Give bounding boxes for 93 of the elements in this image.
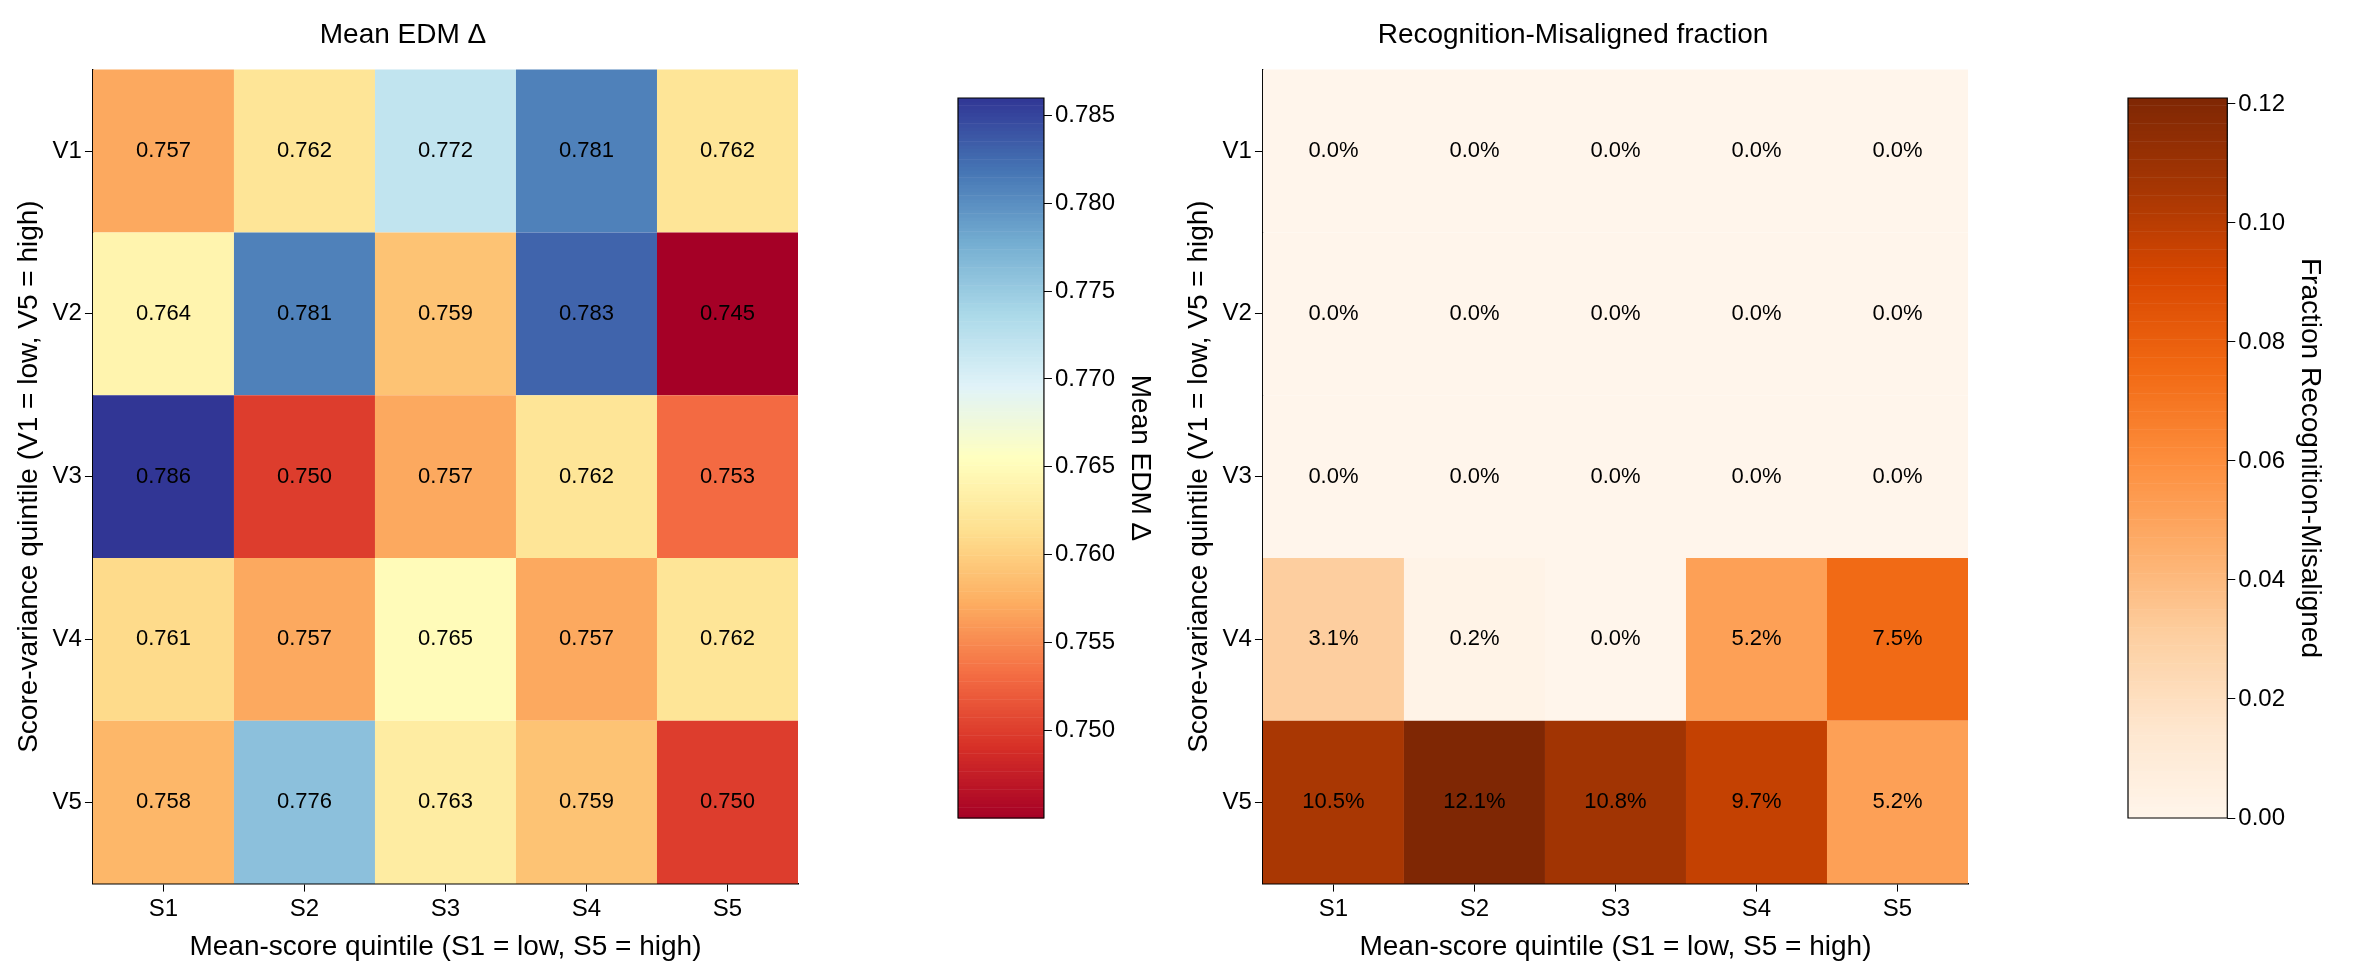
color-bar-label: 0.10 (2238, 207, 2286, 235)
y-tick-label: V3 (1222, 461, 1252, 489)
x-axis-title: Mean-score quintile (S1 = low, S5 = high) (189, 929, 702, 961)
color-bar-label: 0.04 (2238, 564, 2286, 592)
y-tick-label: V4 (1222, 624, 1252, 652)
data-label: 10.8% (1584, 788, 1647, 814)
data-label: 0.781 (558, 137, 615, 163)
data-label: 0.750 (276, 462, 332, 488)
y-tick-label: V3 (52, 461, 82, 489)
data-label: 3.1% (1308, 625, 1359, 651)
data-label: 0.757 (135, 137, 191, 163)
data-label: 0.0% (1731, 299, 1782, 325)
data-label: 0.0% (1872, 137, 1923, 163)
data-label: 0.765 (417, 625, 474, 651)
y-tick-label: V2 (1222, 298, 1252, 326)
data-label: 0.761 (135, 625, 191, 651)
data-label: 0.759 (417, 299, 474, 325)
data-label: 5.2% (1731, 625, 1782, 651)
data-label: 0.2% (1449, 625, 1500, 651)
data-label: 0.757 (417, 462, 474, 488)
x-axis-title: Mean-score quintile (S1 = low, S5 = high) (1359, 929, 1872, 961)
data-label: 5.2% (1872, 788, 1923, 814)
x-tick-label: S1 (1318, 893, 1349, 921)
data-label: 0.0% (1590, 625, 1641, 651)
data-label: 0.0% (1731, 462, 1782, 488)
color-bar-label: 0.755 (1054, 627, 1115, 655)
color-bar-title: Fraction Recognition-Misaligned (2296, 258, 2328, 658)
y-tick-label: V4 (52, 624, 82, 652)
data-label: 0.0% (1449, 462, 1500, 488)
data-label: 0.0% (1872, 299, 1923, 325)
data-label: 0.758 (135, 788, 191, 814)
color-bar-label: 0.775 (1054, 275, 1115, 303)
data-label: 0.0% (1590, 462, 1641, 488)
color-bar-label: 0.760 (1054, 539, 1115, 567)
x-tick-label: S3 (430, 893, 461, 921)
x-tick-label: S5 (712, 893, 743, 921)
data-label: 0.0% (1449, 299, 1500, 325)
data-label: 0.757 (558, 625, 615, 651)
y-axis-title: Score-variance quintile (V1 = low, V5 = high) (11, 200, 43, 753)
data-label: 7.5% (1872, 625, 1923, 651)
color-bar-label: 0.750 (1054, 714, 1115, 742)
chart-title: Recognition-Misaligned fraction (1377, 17, 1769, 49)
data-label: 0.772 (417, 137, 474, 163)
color-bar-label: 0.785 (1054, 100, 1115, 128)
y-tick-label: V5 (1222, 786, 1252, 814)
x-tick-label: S3 (1600, 893, 1631, 921)
data-label: 10.5% (1302, 788, 1365, 814)
color-bar-label: 0.780 (1054, 187, 1115, 215)
data-label: 0.781 (276, 299, 332, 325)
data-label: 0.762 (276, 137, 332, 163)
data-label: 0.757 (276, 625, 332, 651)
color-bar-label: 0.765 (1054, 451, 1115, 479)
color-bar-label: 0.00 (2238, 802, 2286, 830)
color-bar-label: 0.02 (2238, 683, 2286, 711)
color-bar-label: 0.06 (2238, 445, 2286, 473)
data-label: 0.763 (417, 788, 474, 814)
color-bar-label: 0.770 (1054, 363, 1115, 391)
data-label: 0.0% (1308, 462, 1359, 488)
data-label: 0.762 (699, 625, 756, 651)
data-label: 0.759 (558, 788, 615, 814)
y-tick-label: V5 (52, 786, 82, 814)
data-label: 0.753 (699, 462, 756, 488)
x-tick-label: S2 (289, 893, 320, 921)
data-label: 9.7% (1731, 788, 1782, 814)
x-tick-label: S2 (1459, 893, 1490, 921)
color-bar-label: 0.12 (2238, 88, 2286, 116)
color-bar-label: 0.08 (2238, 326, 2286, 354)
data-label: 0.762 (699, 137, 756, 163)
data-label: 0.0% (1308, 299, 1359, 325)
data-label: 0.750 (699, 788, 756, 814)
y-tick-label: V2 (52, 298, 82, 326)
data-label: 0.776 (276, 788, 332, 814)
color-bar-title: Mean EDM Δ (1126, 374, 1158, 542)
data-label: 0.783 (558, 299, 615, 325)
data-label: 0.0% (1872, 462, 1923, 488)
chart-title: Mean EDM Δ (319, 17, 487, 49)
x-tick-label: S1 (148, 893, 179, 921)
data-label: 0.745 (699, 299, 756, 325)
y-axis-title: Score-variance quintile (V1 = low, V5 = high) (1181, 200, 1213, 753)
data-label: 0.0% (1590, 137, 1641, 163)
data-label: 12.1% (1443, 788, 1506, 814)
data-label: 0.762 (558, 462, 615, 488)
x-tick-label: S4 (1741, 893, 1772, 921)
y-tick-label: V1 (1222, 135, 1252, 163)
data-label: 0.764 (135, 299, 191, 325)
x-tick-label: S4 (571, 893, 602, 921)
data-label: 0.0% (1590, 299, 1641, 325)
data-label: 0.0% (1449, 137, 1500, 163)
y-tick-label: V1 (52, 135, 82, 163)
x-tick-label: S5 (1882, 893, 1913, 921)
data-label: 0.0% (1308, 137, 1359, 163)
data-label: 0.786 (135, 462, 191, 488)
data-label: 0.0% (1731, 137, 1782, 163)
